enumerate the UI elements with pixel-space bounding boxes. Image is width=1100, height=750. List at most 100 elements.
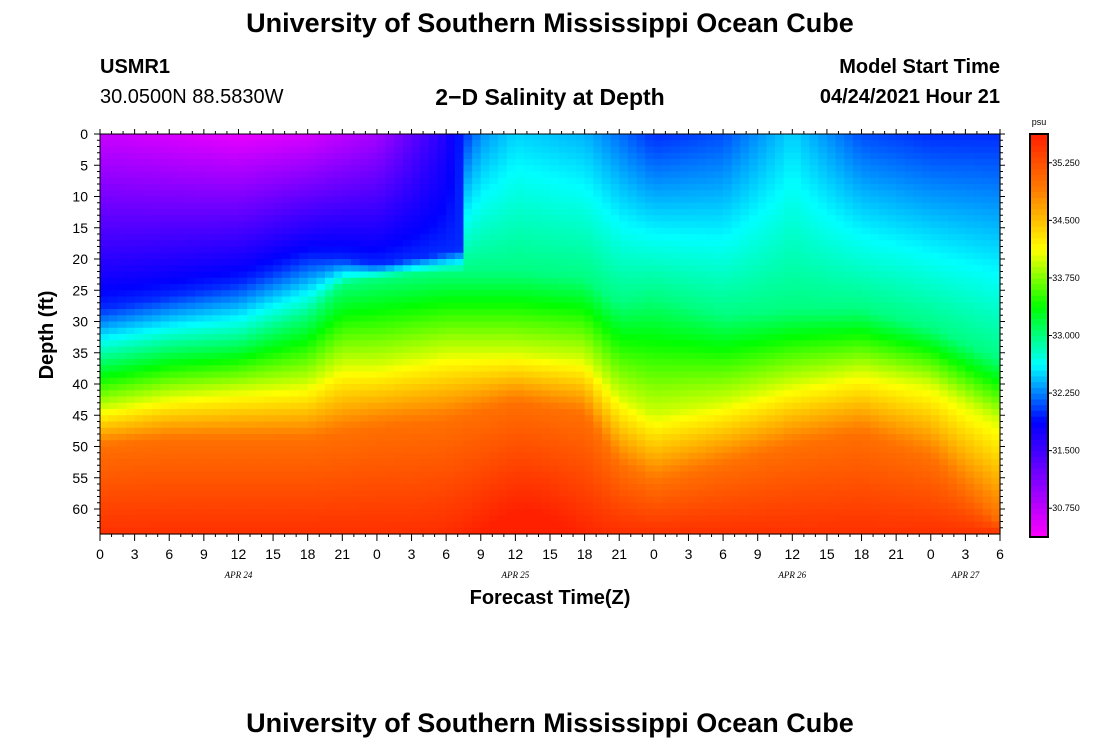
heatmap-cell xyxy=(697,402,707,410)
heatmap-cell xyxy=(619,265,629,273)
heatmap-cell xyxy=(160,196,170,204)
heatmap-cell xyxy=(714,477,724,485)
heatmap-cell xyxy=(238,471,248,479)
heatmap-cell xyxy=(627,240,638,248)
heatmap-cell xyxy=(601,515,612,523)
heatmap-cell xyxy=(723,521,733,529)
heatmap-cell xyxy=(671,509,681,516)
heatmap-cell xyxy=(550,509,560,516)
heatmap-cell xyxy=(584,434,594,441)
heatmap-cell xyxy=(723,296,733,304)
heatmap-cell xyxy=(679,496,690,504)
heatmap-cell xyxy=(749,490,759,498)
heatmap-cell xyxy=(151,490,162,498)
heatmap-cell xyxy=(368,377,378,385)
heatmap-cell xyxy=(454,509,465,516)
heatmap-cell xyxy=(290,502,300,510)
heatmap-cell xyxy=(472,321,482,329)
heatmap-cell xyxy=(402,409,413,416)
heatmap-cell xyxy=(524,371,534,379)
heatmap-cell xyxy=(402,196,413,204)
heatmap-cell xyxy=(134,296,144,304)
heatmap-cell xyxy=(100,509,110,516)
heatmap-cell xyxy=(143,246,153,254)
heatmap-cell xyxy=(705,334,716,341)
heatmap-cell xyxy=(480,271,491,279)
heatmap-cell xyxy=(472,527,482,535)
station-coordinates: 30.0500N 88.5830W xyxy=(100,86,284,108)
heatmap-cell xyxy=(307,202,317,210)
heatmap-cell xyxy=(238,171,248,179)
heatmap-cell xyxy=(428,377,439,385)
heatmap-cell xyxy=(593,477,603,485)
heatmap-cell xyxy=(593,415,603,423)
heatmap-cell xyxy=(636,221,646,229)
heatmap-cell xyxy=(247,146,257,154)
heatmap-cell xyxy=(281,227,291,235)
heatmap-cell xyxy=(229,359,240,366)
heatmap-cell xyxy=(169,196,179,204)
heatmap-cell xyxy=(688,496,698,504)
heatmap-cell xyxy=(601,159,612,166)
heatmap-cell xyxy=(662,340,672,348)
heatmap-cell xyxy=(506,321,516,329)
heatmap-cell xyxy=(350,177,361,185)
heatmap-cell xyxy=(212,171,222,179)
heatmap-cell xyxy=(125,352,136,360)
heatmap-cell xyxy=(238,490,248,498)
heatmap-cell xyxy=(273,309,283,316)
heatmap-cell xyxy=(498,296,508,304)
heatmap-cell xyxy=(610,352,620,360)
heatmap-cell xyxy=(134,527,144,535)
heatmap-cell xyxy=(143,240,153,248)
heatmap-cell xyxy=(394,134,404,141)
heatmap-cell xyxy=(385,477,395,485)
heatmap-cell xyxy=(247,209,257,216)
heatmap-cell xyxy=(636,496,646,504)
heatmap-cell xyxy=(472,134,482,141)
heatmap-cell xyxy=(290,377,300,385)
heatmap-cell xyxy=(489,165,499,173)
heatmap-cell xyxy=(584,402,594,410)
heatmap-cell xyxy=(229,390,240,398)
heatmap-cell xyxy=(601,471,612,479)
heatmap-cell xyxy=(108,209,118,216)
heatmap-cell xyxy=(463,402,473,410)
heatmap-cell xyxy=(143,440,153,448)
heatmap-cell xyxy=(671,471,681,479)
heatmap-cell xyxy=(688,159,698,166)
heatmap-cell xyxy=(342,246,352,254)
heatmap-cell xyxy=(299,346,309,354)
heatmap-cell xyxy=(333,521,343,529)
heatmap-cell xyxy=(645,246,655,254)
heatmap-cell xyxy=(740,509,750,516)
heatmap-cell xyxy=(645,427,655,435)
heatmap-cell xyxy=(385,509,395,516)
heatmap-cell xyxy=(229,202,240,210)
heatmap-cell xyxy=(558,384,568,391)
heatmap-cell xyxy=(203,384,214,391)
heatmap-cell xyxy=(723,196,733,204)
heatmap-cell xyxy=(671,359,681,366)
heatmap-cell xyxy=(541,421,551,429)
heatmap-cell xyxy=(697,140,707,148)
heatmap-cell xyxy=(299,340,309,348)
heatmap-cell xyxy=(593,521,603,529)
heatmap-cell xyxy=(264,284,274,291)
heatmap-cell xyxy=(766,340,776,348)
heatmap-cell xyxy=(584,209,594,216)
heatmap-cell xyxy=(350,371,361,379)
heatmap-cell xyxy=(368,209,378,216)
heatmap-cell xyxy=(100,396,110,404)
heatmap-cell xyxy=(376,365,387,373)
heatmap-cell xyxy=(281,321,291,329)
heatmap-cell xyxy=(498,396,508,404)
heatmap-cell xyxy=(402,259,413,266)
heatmap-cell xyxy=(134,227,144,235)
heatmap-cell xyxy=(299,221,309,229)
heatmap-cell xyxy=(601,284,612,291)
heatmap-cell xyxy=(671,459,681,466)
heatmap-cell xyxy=(757,402,767,410)
heatmap-cell xyxy=(454,427,465,435)
heatmap-cell xyxy=(697,215,707,223)
